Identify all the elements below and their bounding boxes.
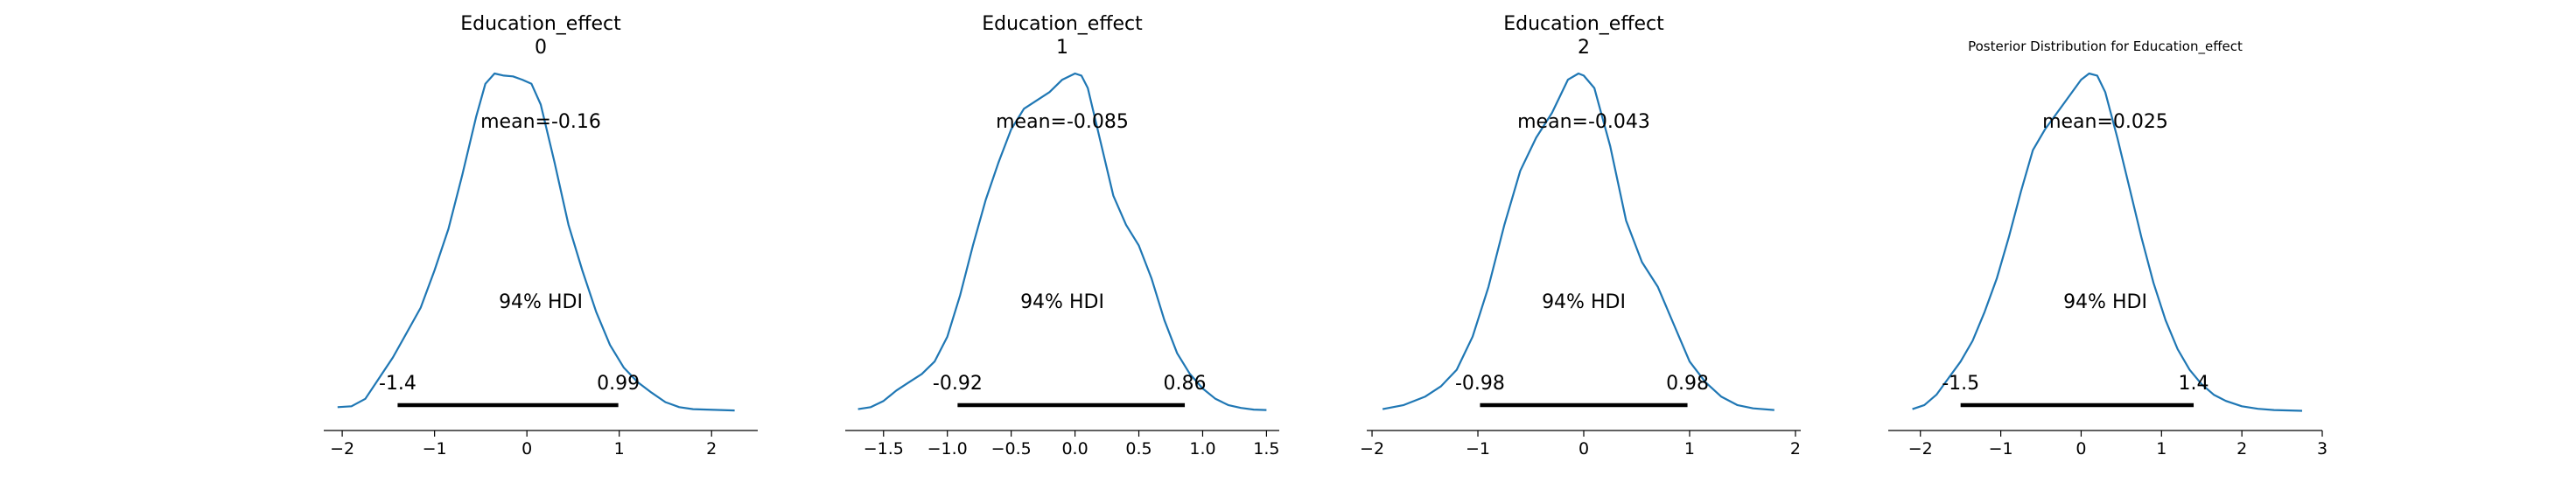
x-tick-label: 0 bbox=[2076, 439, 2086, 458]
chart-title: Education_effect 1 bbox=[982, 13, 1143, 59]
mean-label: mean=-0.16 bbox=[480, 111, 601, 133]
x-tick-label: −2 bbox=[1908, 439, 1933, 458]
x-tick-label: −1 bbox=[1466, 439, 1490, 458]
panel-1: Education_effect 1 mean=-0.085 94% HDI -0.92… bbox=[845, 13, 1280, 458]
x-tick-label: 3 bbox=[2317, 439, 2328, 458]
hdi-high-label: 0.98 bbox=[1666, 373, 1709, 395]
x-tick-label: 1 bbox=[2156, 439, 2166, 458]
hdi-label: 94% HDI bbox=[1542, 291, 1626, 313]
x-tick-label: 2 bbox=[1790, 439, 1801, 458]
panel-3: Posterior Distribution for Education_eff… bbox=[1888, 38, 2328, 458]
hdi-low-label: -1.4 bbox=[379, 373, 416, 395]
x-tick-label: −1 bbox=[1989, 439, 2013, 458]
x-tick-label: 0 bbox=[1578, 439, 1589, 458]
x-tick-label: 1 bbox=[1684, 439, 1695, 458]
mean-label: mean=-0.043 bbox=[1517, 111, 1650, 133]
chart-title: Education_effect 2 bbox=[1503, 13, 1664, 59]
chart-title: Education_effect 0 bbox=[460, 13, 621, 59]
hdi-high-label: 0.99 bbox=[597, 373, 640, 395]
x-tick-label: 1 bbox=[614, 439, 625, 458]
x-tick-label: 0.5 bbox=[1125, 439, 1152, 458]
mean-label: mean=0.025 bbox=[2042, 111, 2168, 133]
panel-2: Education_effect 2 mean=-0.043 94% HDI -0.98… bbox=[1360, 13, 1801, 458]
density-line bbox=[337, 72, 735, 412]
hdi-label: 94% HDI bbox=[499, 291, 583, 313]
x-tick-label: −2 bbox=[330, 439, 354, 458]
x-tick-label: 1.0 bbox=[1189, 439, 1215, 458]
x-tick-label: −0.5 bbox=[991, 439, 1032, 458]
x-tick-label: −1.0 bbox=[928, 439, 968, 458]
density-line bbox=[858, 72, 1267, 411]
hdi-label: 94% HDI bbox=[2063, 291, 2147, 313]
x-tick-label: −1.5 bbox=[864, 439, 904, 458]
x-tick-label: 1.5 bbox=[1253, 439, 1279, 458]
x-tick-label: −1 bbox=[423, 439, 447, 458]
panel-0: Education_effect 0 mean=-0.16 94% HDI -1.4 0.… bbox=[324, 13, 758, 458]
x-tick-label: −2 bbox=[1360, 439, 1384, 458]
hdi-label: 94% HDI bbox=[1020, 291, 1104, 313]
hdi-low-label: -1.5 bbox=[1942, 373, 1979, 395]
x-tick-label: 2 bbox=[2236, 439, 2247, 458]
x-tick-label: 2 bbox=[706, 439, 717, 458]
x-tick-label: 0.0 bbox=[1061, 439, 1088, 458]
hdi-low-label: -0.98 bbox=[1455, 373, 1505, 395]
hdi-high-label: 0.86 bbox=[1164, 373, 1207, 395]
density-line bbox=[1912, 72, 2303, 412]
density-line bbox=[1382, 72, 1774, 411]
hdi-high-label: 1.4 bbox=[2179, 373, 2209, 395]
chart-title: Posterior Distribution for Education_eff… bbox=[1968, 38, 2243, 55]
hdi-low-label: -0.92 bbox=[933, 373, 983, 395]
mean-label: mean=-0.085 bbox=[996, 111, 1129, 133]
x-tick-label: 0 bbox=[522, 439, 532, 458]
